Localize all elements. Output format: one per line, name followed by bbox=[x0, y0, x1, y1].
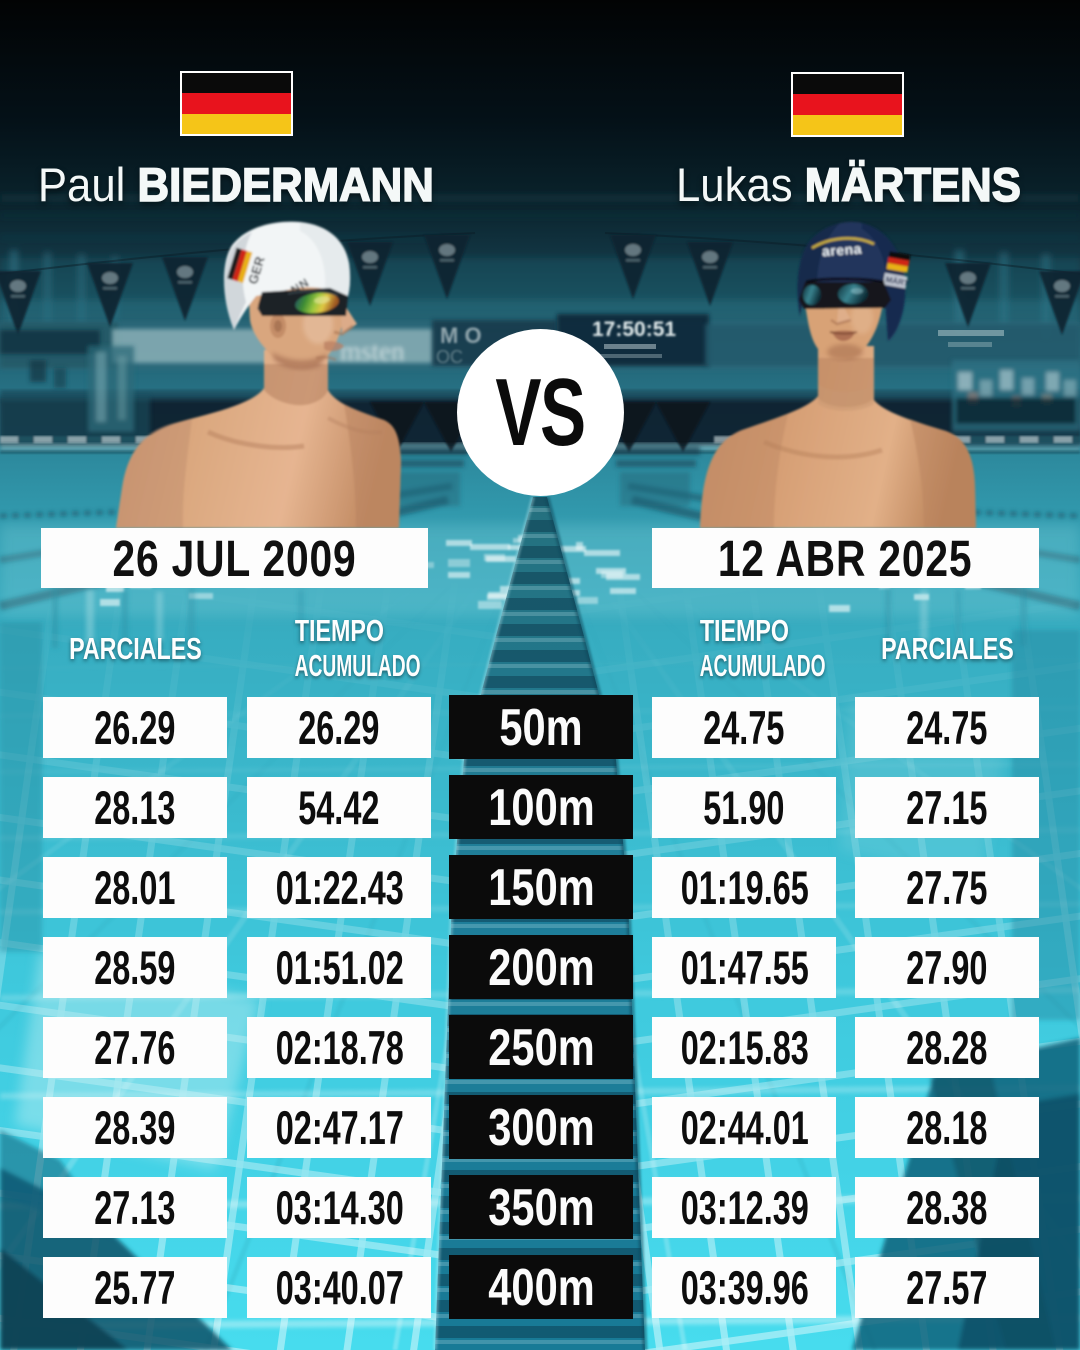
svg-text:17:50:51: 17:50:51 bbox=[592, 318, 676, 341]
svg-text:M O: M O bbox=[440, 323, 482, 348]
svg-text:MÄRT: MÄRT bbox=[885, 275, 909, 288]
svg-text:arena: arena bbox=[821, 240, 862, 259]
svg-text:msten: msten bbox=[340, 336, 405, 366]
svg-text:OC: OC bbox=[436, 347, 463, 367]
